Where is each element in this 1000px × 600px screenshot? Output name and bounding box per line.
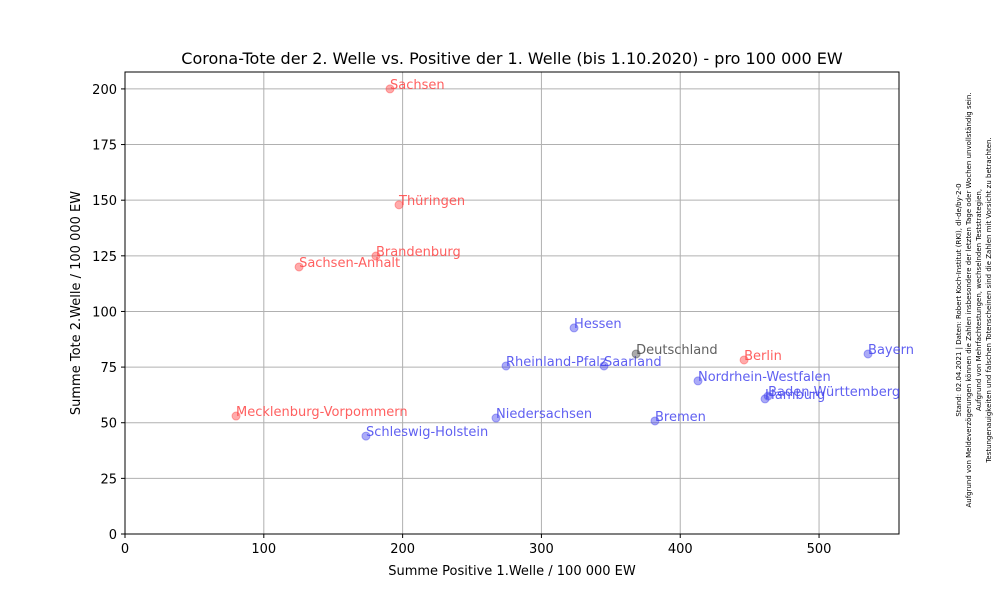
x-tick-label: 0 (121, 542, 129, 557)
point (569, 323, 579, 333)
y-tick-label: 50 (100, 417, 117, 432)
y-tick-label: 100 (92, 305, 117, 320)
point-label: Bremen (655, 410, 706, 425)
point (739, 355, 749, 365)
point (231, 411, 241, 421)
point (763, 391, 773, 401)
point-label: Sachsen (390, 78, 445, 93)
point-label: Niedersachsen (496, 407, 592, 422)
point (501, 361, 511, 371)
y-tick-label: 75 (100, 361, 117, 376)
point-label: Thüringen (398, 194, 465, 209)
side-note: Aufgrund von Mehrfachtestungen, wechseln… (975, 189, 983, 411)
point (294, 262, 304, 272)
x-tick-label: 100 (251, 542, 276, 557)
point (385, 84, 395, 94)
point (650, 416, 660, 426)
point-label: Berlin (744, 349, 782, 364)
point-label: Deutschland (636, 343, 718, 358)
y-tick-label: 125 (92, 250, 117, 265)
point (599, 361, 609, 371)
point-label: Mecklenburg-Vorpommern (236, 405, 408, 420)
chart-title: Corona-Tote der 2. Welle vs. Positive de… (181, 49, 843, 68)
point (693, 376, 703, 386)
point (863, 349, 873, 359)
point-label: Bayern (868, 343, 914, 358)
side-note: Aufgrund von Meldeverzögerungen können d… (965, 92, 973, 507)
side-note: Stand: 02.04.2021 | Daten: Robert Koch-I… (955, 183, 963, 416)
point (371, 251, 381, 261)
x-tick-label: 200 (390, 542, 415, 557)
point-label: Nordrhein-Westfalen (698, 370, 831, 385)
x-tick-label: 300 (529, 542, 554, 557)
y-axis-label: Summe Tote 2.Welle / 100 000 EW (69, 191, 84, 415)
x-axis-label: Summe Positive 1.Welle / 100 000 EW (388, 564, 636, 579)
point-label: Sachsen-Anhalt (299, 256, 400, 271)
y-tick-label: 0 (109, 528, 117, 543)
point-label: Brandenburg (376, 245, 461, 260)
x-tick-label: 400 (668, 542, 693, 557)
point (361, 431, 371, 441)
point-label: Saarland (604, 355, 662, 370)
y-tick-label: 25 (100, 472, 117, 487)
point (760, 394, 770, 404)
point (394, 200, 404, 210)
point (491, 413, 501, 423)
point-label: Baden-Württemberg (768, 385, 900, 400)
y-tick-label: 200 (92, 83, 117, 98)
point-label: Hamburg (765, 388, 825, 403)
side-note: Testungenauigkeiten und falschen Totensc… (985, 137, 993, 463)
y-tick-label: 175 (92, 139, 117, 154)
point-label: Hessen (574, 317, 622, 332)
point-label: Rheinland-Pfalz (506, 355, 607, 370)
x-tick-label: 500 (807, 542, 832, 557)
point-label: Schleswig-Holstein (366, 425, 488, 440)
point (631, 349, 641, 359)
plot-frame (124, 71, 900, 535)
y-tick-label: 150 (92, 194, 117, 209)
